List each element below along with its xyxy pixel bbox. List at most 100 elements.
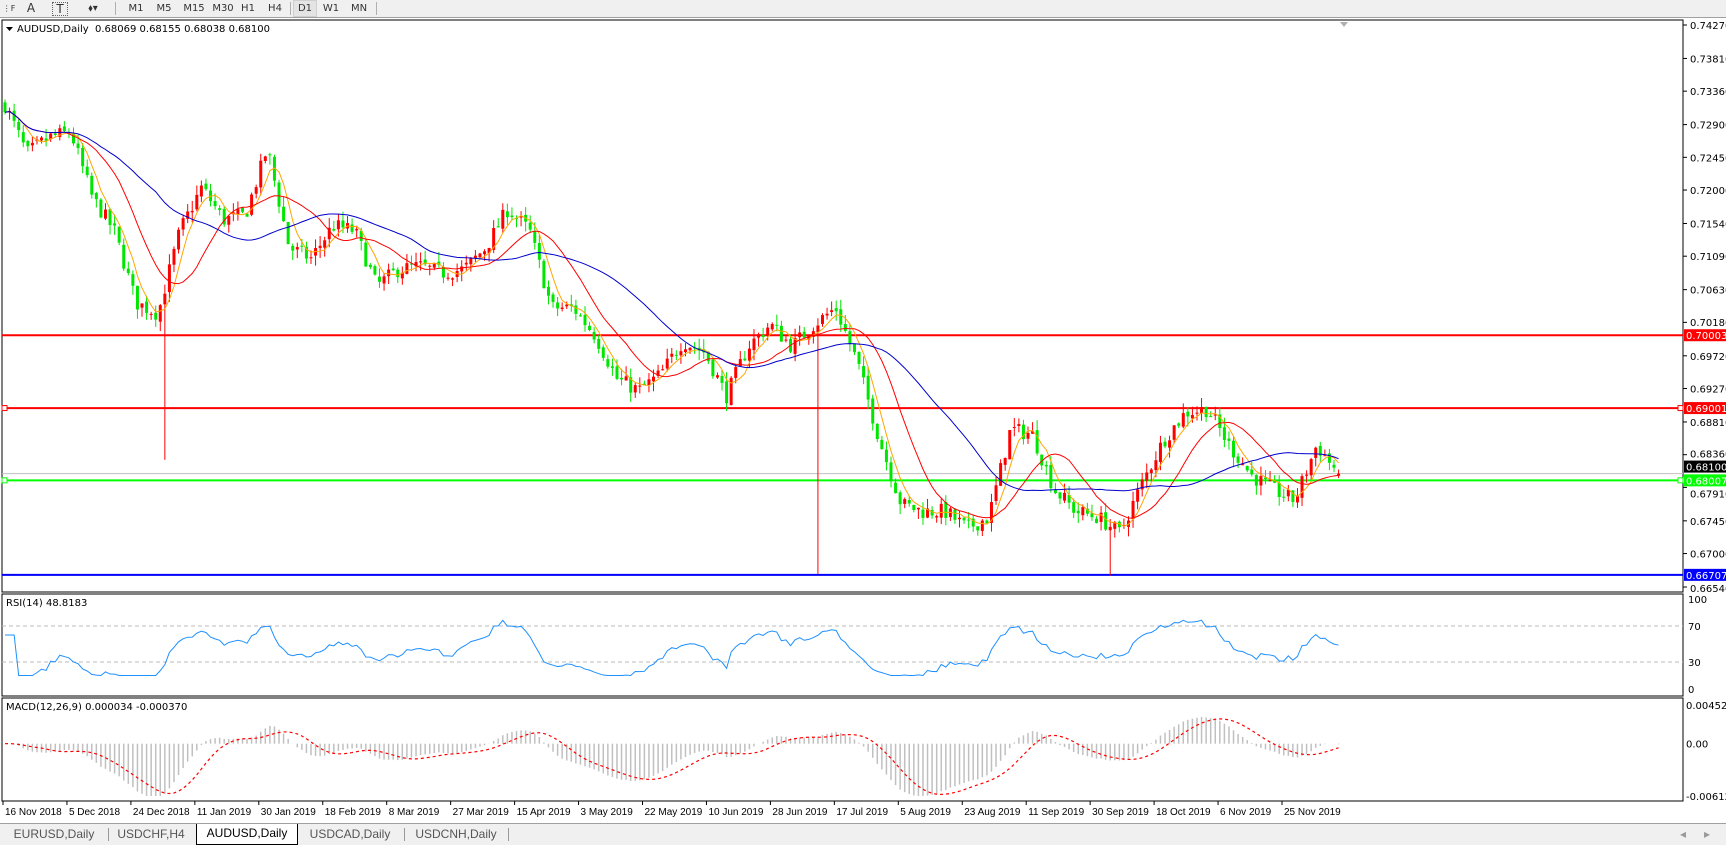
candle-body [103,209,107,219]
time-tick-label: 11 Sep 2019 [1028,807,1084,818]
period-separators-icon[interactable]: ⋮F [2,4,16,13]
candle-body [1227,438,1231,441]
candle-body [113,223,117,226]
macd-axis-label: 0.00 [1686,740,1708,751]
ma-fast-line [4,111,1339,527]
moving-averages [4,111,1339,527]
candle-body [295,247,299,250]
collapse-triangle-icon[interactable] [6,27,13,31]
candle [99,197,103,219]
candle-body [903,499,907,504]
candle-body [620,377,624,380]
candle [638,377,642,394]
candle [1286,484,1290,502]
candle-body [282,206,286,222]
candle-body [652,376,656,382]
candle-body [766,327,770,335]
candle [1250,461,1254,477]
candle-body [81,147,85,167]
candle-body [368,264,372,268]
candle-body [44,138,48,141]
price-line-label-bg [1684,568,1726,581]
candle-body [487,247,491,254]
candle-body [213,201,217,207]
candle [610,358,614,376]
tab-eurusd-daily[interactable]: EURUSD,Daily [13,827,95,841]
candle [1163,437,1167,449]
candle [930,506,934,519]
timeframe-h4-button[interactable]: H4 [268,3,282,14]
scroll-left-icon[interactable]: ◂ [1679,827,1687,841]
candle-body [642,383,646,386]
candle-body [323,240,327,248]
timeframe-m5-button[interactable]: M5 [156,3,172,14]
tab-usdcnh-daily[interactable]: USDCNH,Daily [415,827,497,841]
symbol-label: AUDUSD,Daily [17,24,89,35]
candle [428,264,432,276]
candle [574,299,578,321]
text-label-tool-icon[interactable]: T [52,2,68,16]
text-tool-icon[interactable]: A [26,1,36,15]
candle-body [1008,430,1012,460]
timeframe-m30-button[interactable]: M30 [212,3,234,14]
candle-body [1195,412,1199,414]
candle [126,261,130,276]
scroll-right-icon[interactable]: ▸ [1703,827,1711,841]
timeframe-w1-button[interactable]: W1 [322,3,340,14]
time-tick-label: 16 Nov 2018 [5,807,62,818]
candle [1108,518,1112,576]
tab-audusd-daily[interactable]: AUDUSD,Daily [196,824,298,845]
candle [939,498,943,525]
rsi-axis-label: 100 [1688,595,1707,606]
candle-body [117,226,121,243]
candle-body [396,269,400,278]
timeframe-m15-button[interactable]: M15 [183,3,205,14]
candle-body [556,302,560,309]
tab-usdcad-daily[interactable]: USDCAD,Daily [309,827,391,841]
tab-usdchf-h4[interactable]: USDCHF,H4 [117,827,185,841]
candle [656,364,660,379]
macd-pane[interactable]: MACD(12,26,9) 0.000034 -0.000370 0.00452… [1,697,1726,803]
candle [1195,406,1199,421]
candle-body [912,504,916,511]
candle [355,225,359,238]
rsi-pane[interactable]: RSI(14) 48.8183 100 70 30 0 [1,593,1707,697]
time-tick-label: 30 Jan 2019 [261,807,316,818]
candle-body [588,325,592,331]
candle [277,179,281,214]
chart-shift-marker-icon[interactable] [1340,22,1348,27]
candle [565,301,569,309]
timeframe-d1-button[interactable]: D1 [293,0,317,17]
candle [140,303,144,317]
candle-body [871,398,875,424]
candle-body [1095,518,1099,523]
macd-label: MACD(12,26,9) 0.000034 -0.000370 [6,702,187,713]
candle-body [743,358,747,361]
candle [227,215,231,233]
candle [784,335,788,343]
candle-body [355,229,359,231]
arrows-tool-dropdown-icon[interactable]: ⬧▾ [88,3,98,14]
time-tick-label: 27 Mar 2019 [453,807,510,818]
rsi-pane-frame [1,593,1684,697]
candle-body [1268,479,1272,481]
candle-body [674,354,678,356]
candle-body [820,315,824,324]
timeframe-mn-button[interactable]: MN [350,3,368,14]
candle-body [1282,496,1286,498]
timeframe-m1-button[interactable]: M1 [128,3,144,14]
ohlc-values: 0.68069 0.68155 0.68038 0.68100 [95,24,270,35]
candle-body [770,324,774,330]
candle-body [135,285,139,310]
candle [1017,418,1021,433]
candle-body [1067,494,1071,503]
candle [665,348,669,372]
timeframe-h1-button[interactable]: H1 [241,3,255,14]
candle [852,343,856,356]
candle [154,305,158,327]
